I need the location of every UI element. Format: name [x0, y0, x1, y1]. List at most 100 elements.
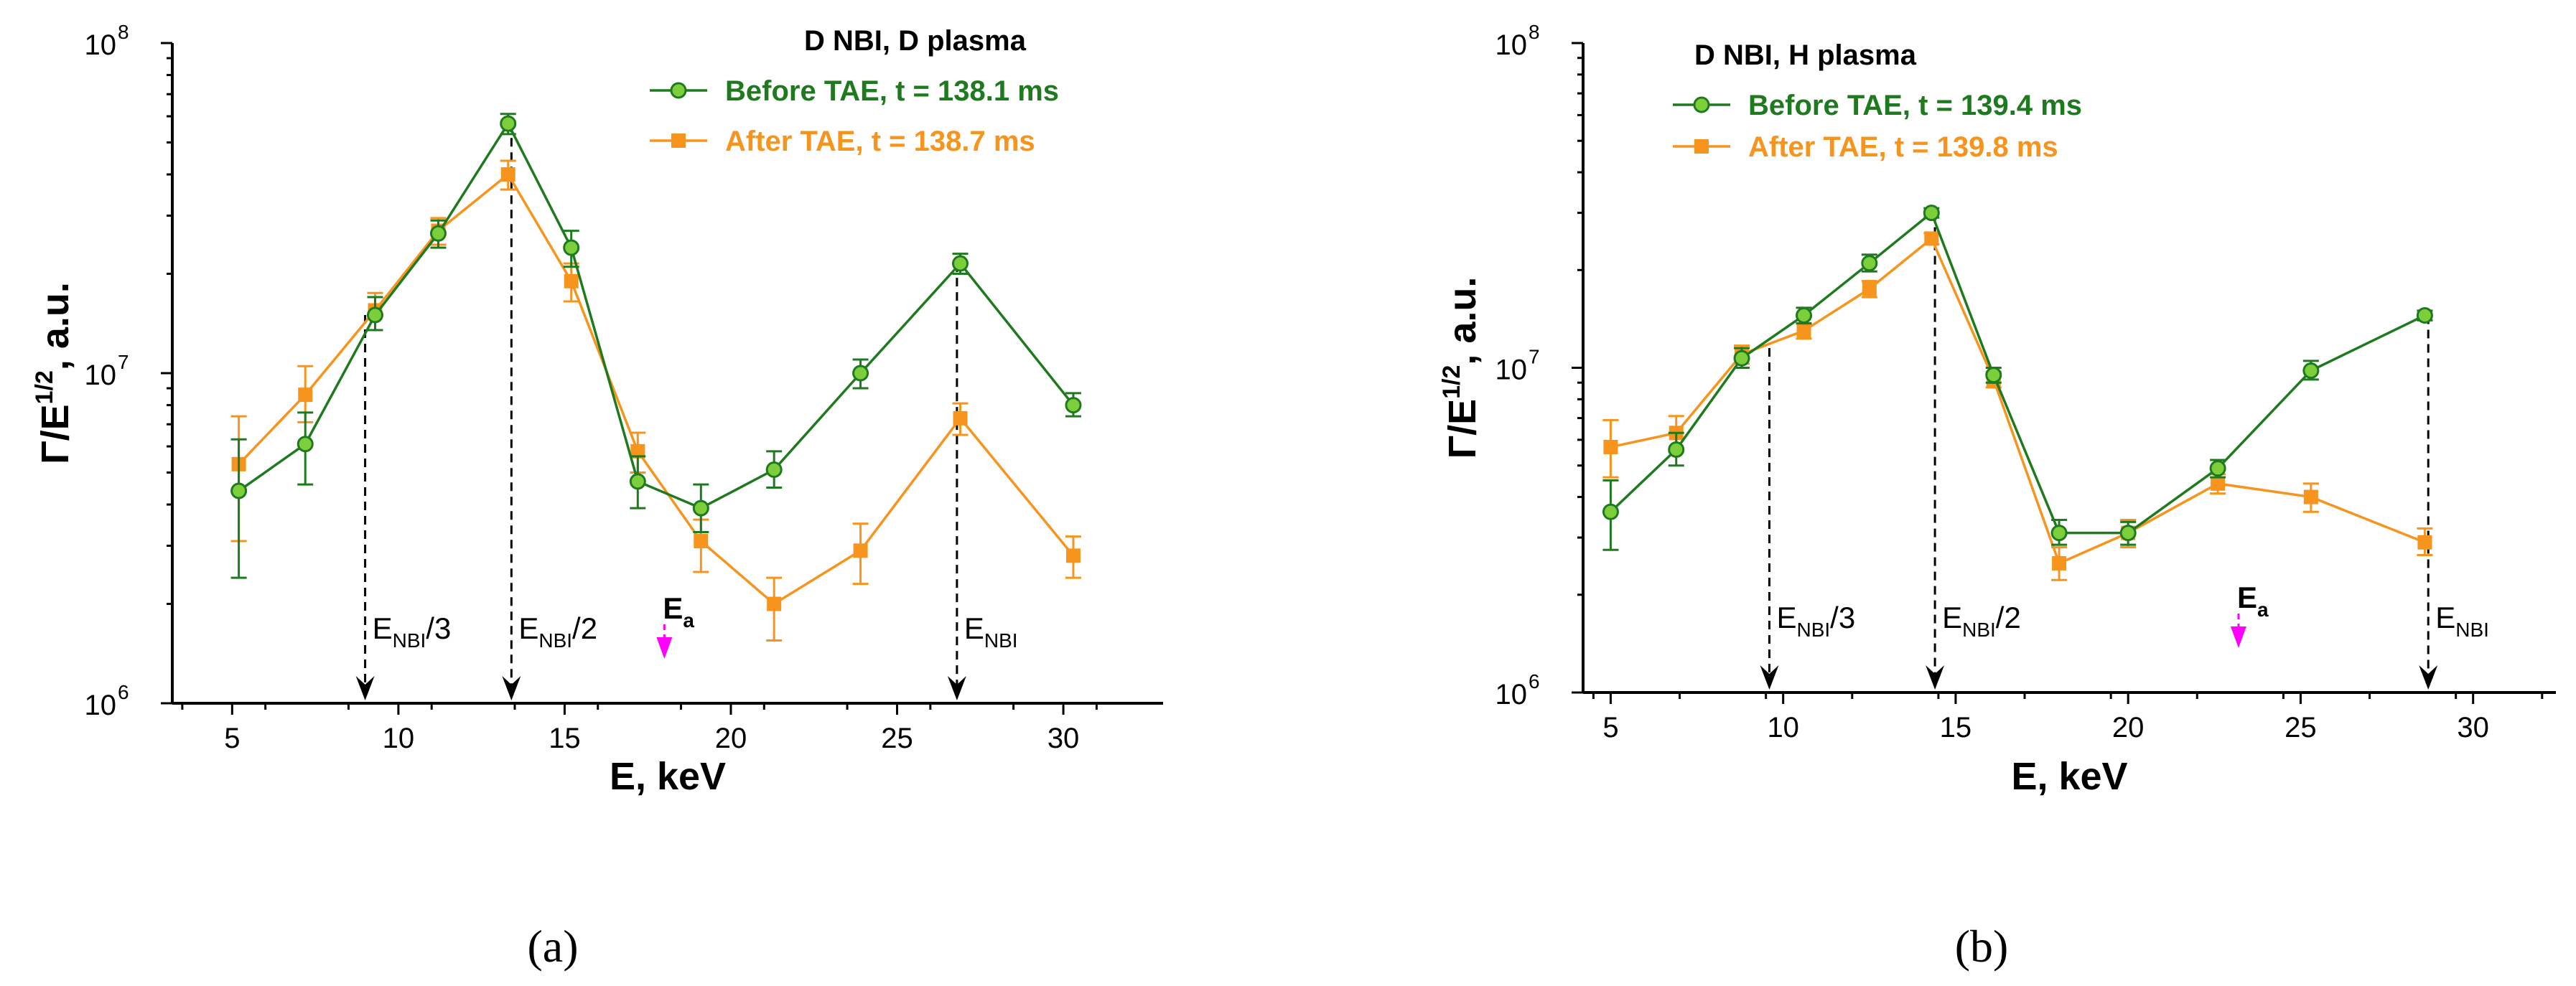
panel-b-x-tick-label: 20	[2112, 712, 2145, 743]
panel-a-y-tick-exp: 8	[118, 21, 129, 43]
panel-a-ref-label-main: E	[964, 611, 984, 645]
panel-b-y-tick-label: 10 8	[1495, 21, 1540, 61]
panel-b-ref-label-suffix: /3	[1830, 601, 1855, 634]
panel-a-point-before	[563, 239, 580, 256]
panel-a-point-before	[429, 225, 447, 242]
panel-b-point-after	[1862, 281, 1877, 296]
panel-a-ref-label-sub: NBI	[984, 629, 1018, 652]
panel-a-line-before	[238, 121, 1075, 510]
panel-a-ref-label-main: E	[518, 611, 538, 645]
panel-b-point-before	[2416, 306, 2433, 324]
panel-b-ea-label-sub: a	[2257, 598, 2269, 621]
panel-a-line-after	[238, 172, 1075, 606]
panel-b-series-before	[1602, 205, 2433, 551]
panel-b-y-tick-exp: 6	[1529, 670, 1540, 692]
panel-a-y-tick-exp: 7	[118, 351, 129, 373]
panel-b-ref-label: ENBI	[2435, 601, 2489, 641]
panel-b-y-tick-exp: 7	[1529, 346, 1540, 368]
panel-b-point-before	[1923, 205, 1940, 222]
panel-a-ref-arrow	[502, 676, 521, 700]
panel-b-legend: D NBI, H plasma Before TAE, t = 139.4 ms A…	[1673, 39, 2082, 163]
panel-a-point-before	[230, 482, 248, 499]
panel-b-point-after	[2211, 476, 2226, 491]
panel-a-y-tick-exp: 6	[118, 681, 129, 703]
panel-a-y-axis-title-main: Γ/E	[34, 404, 77, 464]
panel-a-point-after	[853, 543, 868, 558]
panel-a-legend-label-after: After TAE, t = 138.7 ms	[725, 126, 1035, 157]
panel-b-point-before	[1985, 367, 2002, 384]
panel-b-ref-arrow	[1926, 665, 1945, 690]
panel-a-caption: (a)	[527, 921, 578, 972]
panel-a-ref-arrow	[947, 676, 966, 700]
panel-a-x-tick-label: 10	[383, 723, 415, 754]
panel-a-point-after	[298, 388, 313, 403]
panel-b-point-before	[2302, 362, 2320, 379]
panel-b-series-after	[1602, 231, 2433, 581]
panel-b-ref-label-sub: NBI	[1962, 619, 1996, 641]
panel-b-point-before	[1668, 441, 1685, 458]
panel-b-point-before	[1733, 349, 1750, 367]
panel-b-point-after	[2417, 535, 2432, 550]
panel-a-ref-label: ENBI/3	[373, 611, 452, 652]
panel-a-ref-label-main: E	[373, 611, 393, 645]
panel-a-x-tick-label: 5	[224, 723, 240, 754]
panel-a-y-tick-base: 10	[85, 690, 117, 721]
panel-a-y-tick-base: 10	[85, 360, 117, 391]
panel-b-point-before	[1602, 503, 1619, 520]
panel-b-point-before	[1861, 255, 1878, 272]
panel-b-ref-arrow	[2419, 665, 2438, 690]
panel-a-ref-label: ENBI	[964, 611, 1018, 652]
panel-a-ref-label-sub: NBI	[538, 629, 572, 652]
panel-a-y-axis-title-suffix: , a.u.	[34, 282, 77, 370]
panel-b-ref-label: ENBI/3	[1776, 601, 1855, 641]
panel-b-ref-label-main: E	[1776, 601, 1796, 634]
panel-b-point-after	[2052, 555, 2067, 571]
panel-a-y-tick-label: 10 8	[85, 21, 129, 61]
panel-b-y-axis-title-suffix: , a.u.	[1441, 277, 1484, 365]
panel-b-legend-label-after: After TAE, t = 139.8 ms	[1748, 131, 2058, 163]
panel-a-ref-label-suffix: /3	[426, 611, 451, 645]
panel-b-ref-label-main: E	[2435, 601, 2455, 634]
panel-b-y-tick-base: 10	[1495, 355, 1528, 386]
panel-a-point-after	[564, 273, 579, 288]
panel-a-y-axis-title: Γ/E1/2, a.u.	[31, 282, 77, 464]
panel-a-legend-title: D NBI, D plasma	[804, 25, 1027, 57]
panel-b-point-before	[1796, 306, 1813, 324]
panel-b-y-axis-title-main: Γ/E	[1441, 399, 1484, 459]
panel-b-x-tick-label: 15	[1940, 712, 1972, 743]
panel-a-x-tick-label: 15	[549, 723, 581, 754]
panel-a-point-before	[852, 365, 869, 382]
panel-b-point-before	[2209, 460, 2226, 477]
panel-a-x-tick-label: 20	[715, 723, 747, 754]
panel-b-y-tick-base: 10	[1495, 29, 1528, 61]
panel-a-y-tick-label: 10 6	[85, 681, 129, 721]
panel-b-line-after	[1610, 236, 2426, 565]
panel-b-legend-marker-before	[1693, 96, 1710, 113]
panel-a-x-tick-label: 25	[881, 723, 913, 754]
panel-a-legend: D NBI, D plasma Before TAE, t = 138.1 ms A…	[650, 25, 1059, 157]
panel-b-y-tick-base: 10	[1495, 679, 1528, 710]
panel-a-ref-label-sub: NBI	[393, 629, 426, 652]
panel-a-y-tick-label: 10 7	[85, 351, 129, 391]
panel-b-ea-arrow	[2230, 626, 2246, 648]
panel-b-ref-label: ENBI/2	[1942, 601, 2021, 641]
panel-b-legend-marker-after	[1694, 139, 1709, 154]
panel-b-ref-label-suffix: /2	[1996, 601, 2021, 634]
panel-b-point-after	[2303, 489, 2318, 504]
panel-a-point-before	[500, 115, 517, 132]
panel-b-point-after	[1796, 323, 1811, 338]
panel-a-point-after	[953, 410, 968, 426]
panel-a-y-axis-title-exp: 1/2	[31, 370, 58, 404]
panel-a-ref-label-suffix: /2	[572, 611, 597, 645]
panel-a-point-before	[366, 306, 383, 324]
panel-b-ref-label-sub: NBI	[2455, 619, 2489, 641]
panel-b-x-tick-label: 30	[2457, 712, 2489, 743]
panel-b-x-tick-label: 10	[1767, 712, 1799, 743]
panel-a-ref-label: ENBI/2	[518, 611, 597, 652]
panel-a-ref-arrow	[355, 676, 375, 700]
panel-a-point-after	[694, 533, 709, 548]
panel-b-ea-label-main: E	[2237, 581, 2257, 614]
